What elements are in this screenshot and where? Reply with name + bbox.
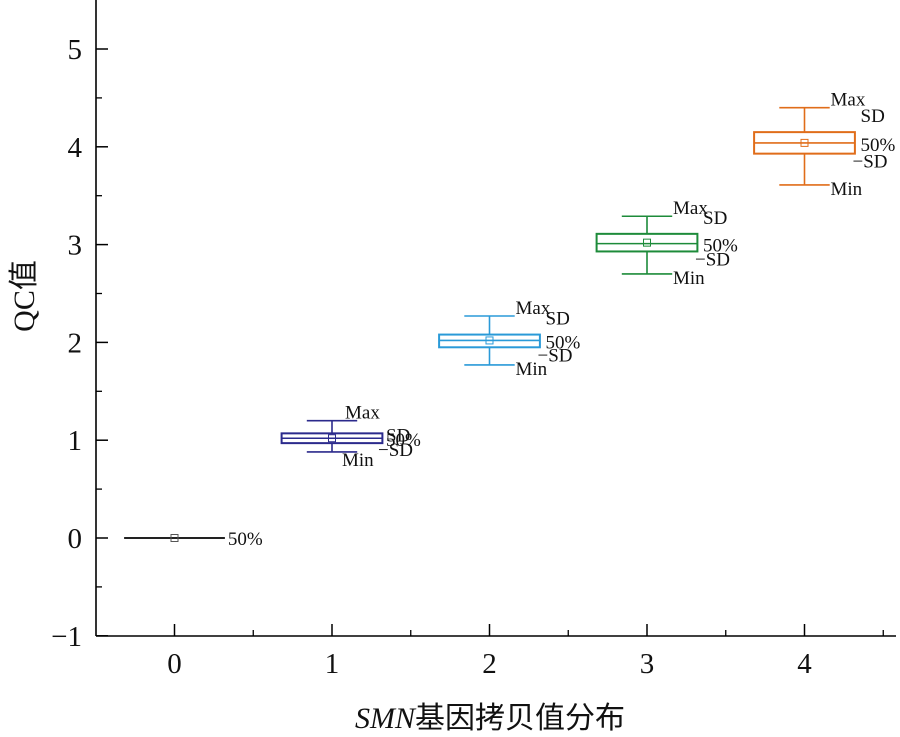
annotation-plus-sd: SD [546,309,570,330]
x-axis-title: SMN基因拷贝值分布 [355,702,625,735]
x-axis-title-rest: 基因拷贝值分布 [415,702,625,735]
box-mean-marker [170,534,179,542]
annotation-min: Min [342,450,374,471]
y-tick-label: 0 [68,523,83,555]
annotation-minus-sd: −SD [378,440,413,461]
annotation-median: 50% [861,135,896,156]
annotation-plus-sd: SD [861,106,885,127]
annotation-median: 50% [546,332,581,353]
boxes [124,106,856,542]
annotation-max: Max [831,90,866,111]
box-2 [438,315,541,366]
annotation-max: Max [345,403,380,424]
y-tick-label: −1 [51,621,82,653]
annotation-plus-sd: SD [386,425,410,446]
box-0 [124,534,225,542]
annotation-median: 50% [703,236,738,257]
annotations: 50%MaxSD50%−SDMinMaxSD50%−SDMinMaxSD50%−… [228,90,896,550]
y-tick-label: 1 [68,425,83,457]
annotation-minus-sd: −SD [853,152,888,173]
annotation-min: Min [516,359,548,380]
annotation-max: Max [673,198,708,219]
y-tick-label: 3 [68,230,83,262]
annotation-min: Min [831,179,863,200]
box-1 [280,419,384,453]
x-axis-title-italic: SMN [355,702,417,735]
box-mean-marker [643,238,651,247]
x-tick-label: 4 [797,648,812,680]
annotation-median: 50% [228,529,263,550]
axes: −1 0 1 2 3 4 5 0 1 2 3 4 [51,0,896,680]
box-mean-marker [328,434,336,443]
y-tick-label: 4 [68,132,83,164]
annotation-min: Min [673,268,705,289]
box-3 [595,215,699,275]
annotation-minus-sd: −SD [538,345,573,366]
y-axis-title: QC值 [8,260,41,332]
box-rect [595,232,699,253]
x-tick-label: 0 [167,648,182,680]
y-tick-label: 2 [68,327,83,359]
x-tick-label: 3 [640,648,655,680]
annotation-median: 50% [386,430,421,451]
annotation-plus-sd: SD [703,208,727,229]
annotation-minus-sd: −SD [695,249,730,270]
annotation-max: Max [516,298,551,319]
x-tick-label: 2 [482,648,497,680]
y-tick-label: 5 [68,34,83,66]
box-mean-marker [485,336,494,345]
box-mean-marker [800,138,809,147]
x-tick-label: 1 [325,648,340,680]
box-4 [753,106,856,186]
